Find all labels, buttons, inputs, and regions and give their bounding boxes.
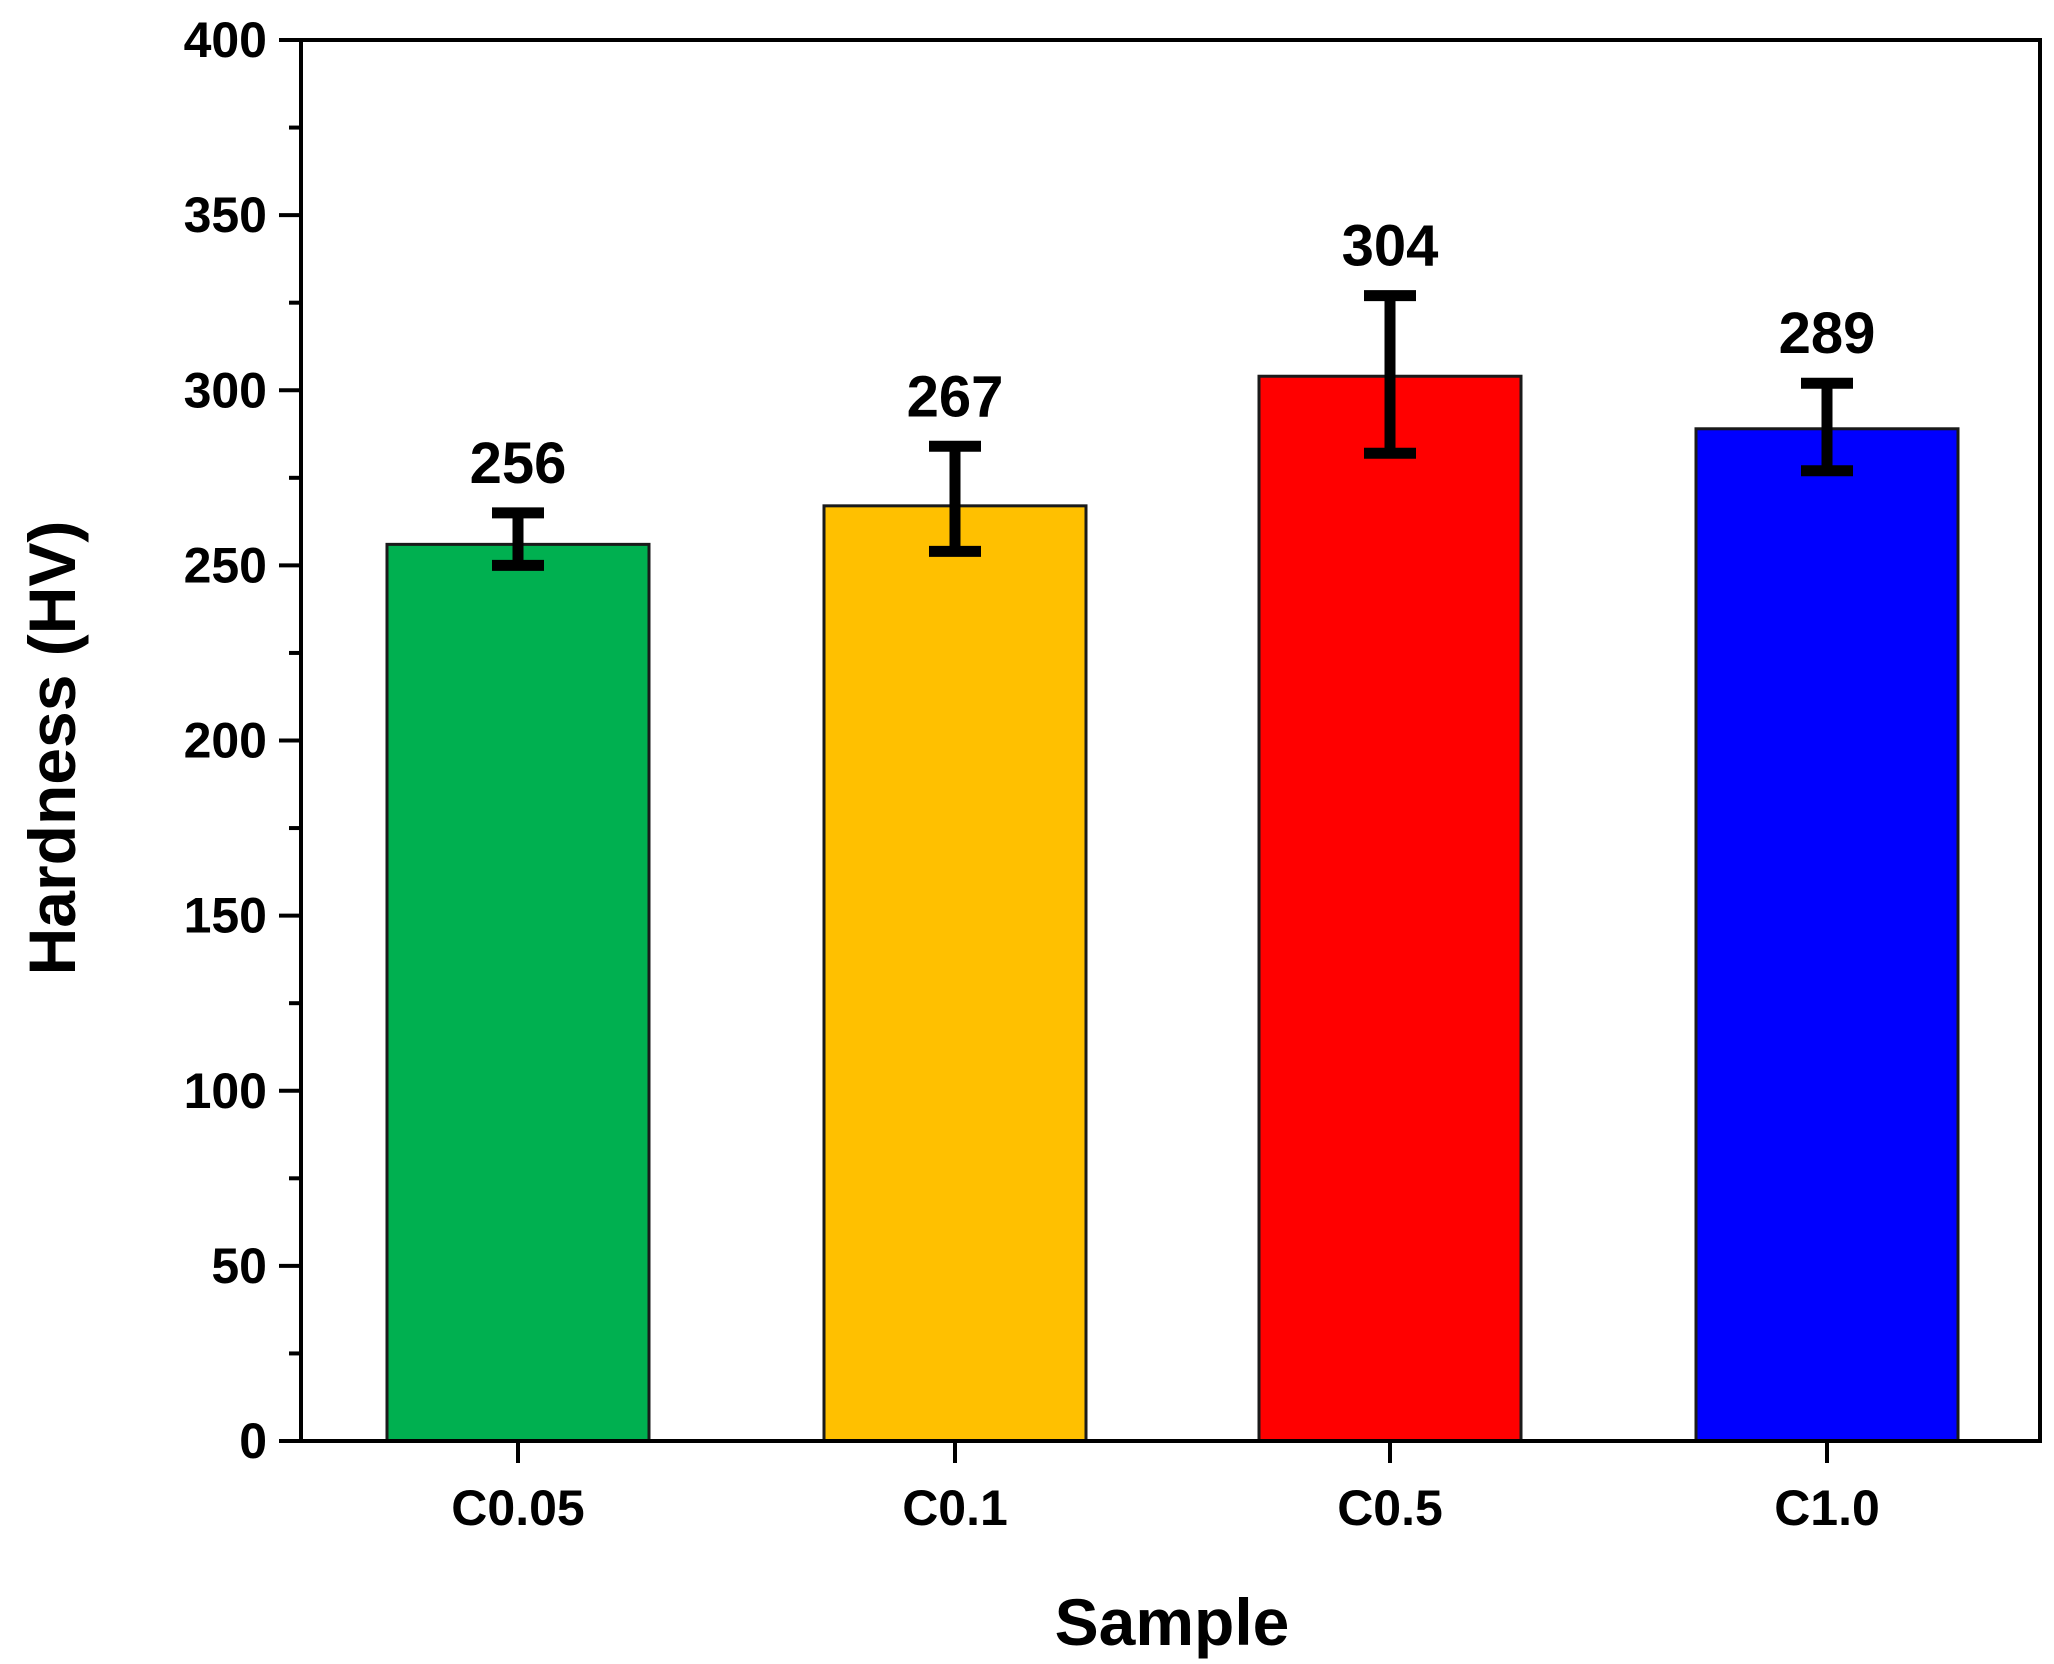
y-tick-label-0: 0 — [239, 1413, 267, 1469]
x-axis-title: Sample — [1055, 1585, 1290, 1659]
value-label-C0.5: 304 — [1342, 214, 1439, 279]
x-tick-label-C1.0: C1.0 — [1774, 1480, 1880, 1536]
y-tick-label-100: 100 — [184, 1063, 267, 1119]
y-tick-label-400: 400 — [184, 12, 267, 68]
bar-C0.1 — [822, 504, 1088, 1443]
bars-layer — [385, 374, 1960, 1443]
axes-layer — [279, 38, 2042, 1463]
y-axis-title: Hardness (HV) — [15, 521, 89, 976]
x-tick-label-C0.1: C0.1 — [902, 1480, 1008, 1536]
bar-C1.0 — [1694, 427, 1960, 1443]
value-label-C0.05: 256 — [470, 431, 567, 496]
x-tick-label-C0.5: C0.5 — [1337, 1480, 1443, 1536]
y-tick-label-350: 350 — [184, 187, 267, 243]
y-tick-label-150: 150 — [184, 888, 267, 944]
y-tick-label-300: 300 — [184, 362, 267, 418]
value-label-C1.0: 289 — [1779, 301, 1876, 366]
y-tick-label-50: 50 — [211, 1238, 267, 1294]
error-bars-layer — [492, 290, 1853, 571]
value-label-C0.1: 267 — [907, 364, 1004, 429]
bar-C0.5 — [1257, 374, 1523, 1443]
x-tick-label-C0.05: C0.05 — [451, 1480, 584, 1536]
y-tick-label-250: 250 — [184, 537, 267, 593]
y-tick-label-200: 200 — [184, 713, 267, 769]
bar-C0.05 — [385, 542, 651, 1443]
labels-layer: 0 50 100 150 200 250 300 350 400 C0.05 C0.1 C0.5 C1.… — [184, 12, 1880, 1536]
